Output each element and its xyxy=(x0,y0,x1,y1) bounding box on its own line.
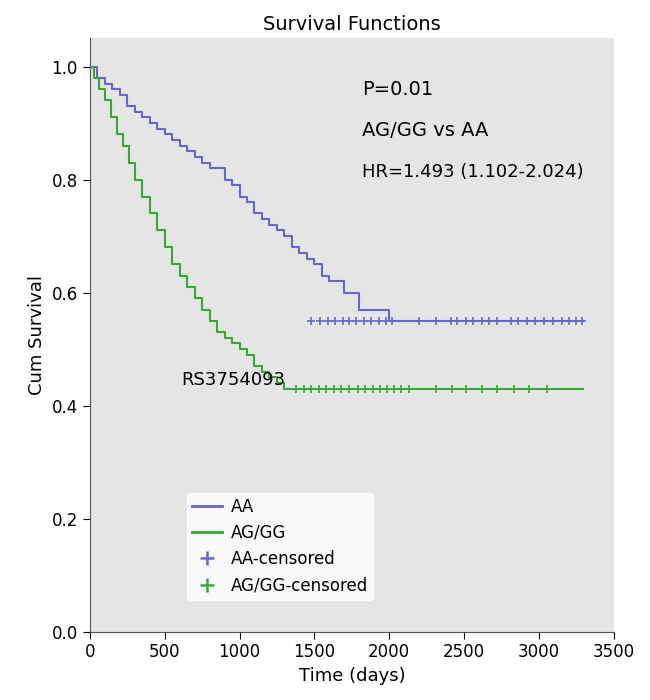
Point xyxy=(556,315,567,326)
Point xyxy=(445,315,456,326)
Point xyxy=(353,383,363,394)
Text: P=0.01: P=0.01 xyxy=(362,80,434,99)
Point xyxy=(321,383,332,394)
Point xyxy=(492,315,502,326)
Point xyxy=(375,383,385,394)
Point xyxy=(430,383,441,394)
Text: RS3754093: RS3754093 xyxy=(181,370,285,388)
Legend: AA, AG/GG, AA-censored, AG/GG-censored: AA, AG/GG, AA-censored, AG/GG-censored xyxy=(187,493,372,600)
Point xyxy=(344,315,354,326)
Point xyxy=(330,315,341,326)
Point xyxy=(389,383,399,394)
Point xyxy=(577,315,588,326)
Point xyxy=(314,383,324,394)
Point xyxy=(387,315,398,326)
Point xyxy=(430,315,441,326)
Title: Survival Functions: Survival Functions xyxy=(263,15,441,34)
Y-axis label: Cum Survival: Cum Survival xyxy=(28,275,46,395)
Point xyxy=(380,315,391,326)
Point xyxy=(306,315,317,326)
Point xyxy=(564,315,574,326)
Point xyxy=(359,315,369,326)
Point xyxy=(538,315,549,326)
Point xyxy=(529,315,539,326)
Point xyxy=(382,383,392,394)
Point xyxy=(452,315,463,326)
Point xyxy=(506,315,516,326)
Point xyxy=(522,315,532,326)
Point xyxy=(468,315,478,326)
Point xyxy=(291,383,302,394)
Point xyxy=(337,315,348,326)
Point xyxy=(484,315,494,326)
Point xyxy=(368,383,378,394)
Text: HR=1.493 (1.102-2.024): HR=1.493 (1.102-2.024) xyxy=(362,163,584,181)
Point xyxy=(523,383,534,394)
Point xyxy=(366,315,376,326)
Point xyxy=(447,383,458,394)
Point xyxy=(329,383,339,394)
Point xyxy=(460,383,471,394)
Point xyxy=(414,315,424,326)
Point xyxy=(571,315,582,326)
Point xyxy=(322,315,333,326)
Point xyxy=(547,315,558,326)
Text: AG/GG vs AA: AG/GG vs AA xyxy=(362,121,489,141)
Point xyxy=(351,315,361,326)
Point xyxy=(492,383,502,394)
Point xyxy=(315,315,326,326)
Point xyxy=(306,383,317,394)
Point xyxy=(344,383,354,394)
Point xyxy=(299,383,309,394)
Point xyxy=(460,315,471,326)
Point xyxy=(396,383,406,394)
Point xyxy=(336,383,346,394)
Point xyxy=(541,383,552,394)
Point xyxy=(374,315,384,326)
Point xyxy=(404,383,414,394)
Point xyxy=(513,315,523,326)
Point xyxy=(477,315,488,326)
Point xyxy=(477,383,488,394)
X-axis label: Time (days): Time (days) xyxy=(298,667,405,685)
Point xyxy=(360,383,370,394)
Point xyxy=(508,383,519,394)
